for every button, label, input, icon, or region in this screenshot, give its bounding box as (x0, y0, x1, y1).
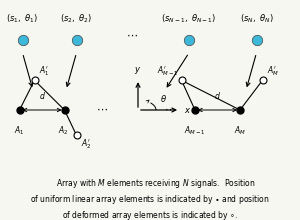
Text: $A_1'$: $A_1'$ (39, 65, 50, 78)
Text: $(s_2,\ \theta_2)$: $(s_2,\ \theta_2)$ (60, 13, 93, 25)
Text: $A_M'$: $A_M'$ (267, 65, 279, 78)
Text: $A_{M-1}'$: $A_{M-1}'$ (157, 65, 178, 78)
Text: $\theta$: $\theta$ (160, 93, 167, 104)
Text: $d$: $d$ (39, 90, 45, 101)
Text: $\cdots$: $\cdots$ (164, 104, 175, 114)
Text: $x$: $x$ (184, 106, 192, 114)
Text: $A_2$: $A_2$ (58, 124, 68, 137)
Text: Array with $M$ elements receiving $N$ signals.  Position: Array with $M$ elements receiving $N$ si… (44, 177, 256, 190)
Text: $(s_1,\ \theta_1)$: $(s_1,\ \theta_1)$ (6, 13, 39, 25)
Text: $y$: $y$ (134, 65, 142, 76)
Text: $\cdots$: $\cdots$ (126, 30, 138, 40)
Text: $d$: $d$ (214, 90, 221, 101)
Text: $\cdots$: $\cdots$ (96, 104, 108, 114)
Text: $A_1$: $A_1$ (14, 124, 25, 137)
Text: $(s_{N-1},\ \theta_{N-1})$: $(s_{N-1},\ \theta_{N-1})$ (161, 13, 217, 25)
Text: $A_2'$: $A_2'$ (81, 138, 92, 151)
Text: of deformed array elements is indicated by $\circ$.: of deformed array elements is indicated … (62, 209, 238, 220)
Text: of uniform linear array elements is indicated by $\bullet$ and position: of uniform linear array elements is indi… (30, 193, 270, 206)
Text: $A_M$: $A_M$ (234, 124, 246, 137)
Text: $A_{M-1}$: $A_{M-1}$ (184, 124, 206, 137)
Text: $(s_N,\ \theta_N)$: $(s_N,\ \theta_N)$ (240, 13, 273, 25)
